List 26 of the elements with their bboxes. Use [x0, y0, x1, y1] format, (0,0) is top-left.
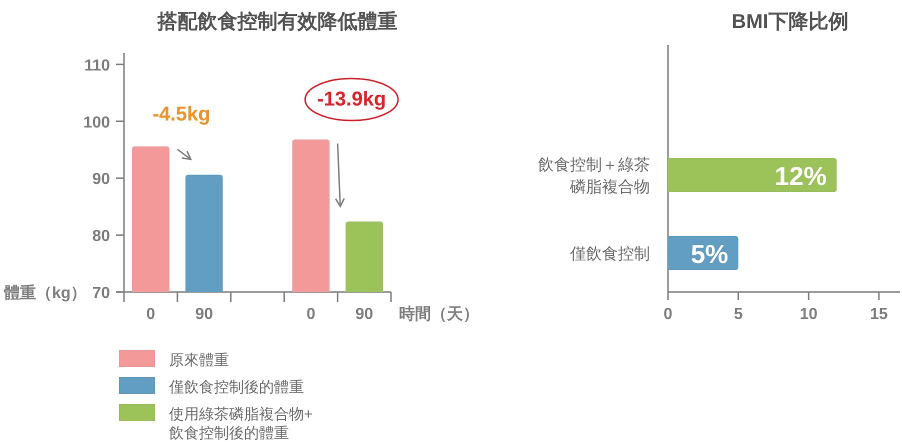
x-tick-label: 5	[734, 306, 743, 323]
data-label: 12%	[774, 161, 827, 191]
chart-title: 搭配飲食控制有效降低體重	[156, 10, 398, 33]
x-tick-label: 90	[355, 306, 374, 323]
y-axis-title: 體重（kg）	[4, 284, 87, 302]
annotation: -13.9kg	[317, 88, 386, 110]
y-tick-label: 100	[83, 114, 110, 132]
y-tick-label: 90	[92, 171, 110, 188]
x-tick-label: 15	[870, 306, 888, 323]
data-label: 5%	[690, 239, 728, 269]
x-tick-label: 90	[195, 306, 214, 323]
legend-label: 原來體重	[169, 352, 229, 369]
y-tick-label: 70	[92, 285, 110, 302]
x-tick-label: 0	[664, 306, 673, 323]
x-tick-label: 10	[800, 306, 818, 323]
x-tick-label: 0	[146, 306, 156, 323]
x-axis-title: 時間（天）	[399, 305, 479, 323]
y-tick-label: 80	[92, 228, 110, 246]
legend-label: 使用綠茶磷脂複合物+飲食控制後的體重	[169, 406, 313, 442]
annotation: -4.5kg	[152, 103, 210, 126]
y-tick-label: 110	[84, 57, 110, 74]
chart-title: BMI下降比例	[732, 11, 848, 33]
y-tick-label: 僅飲食控制	[569, 245, 650, 263]
legend-label: 僅飲食控制後的體重	[168, 379, 304, 396]
y-tick-label: 飲食控制＋綠茶磷脂複合物	[538, 156, 650, 196]
x-tick-label: 0	[306, 306, 316, 323]
